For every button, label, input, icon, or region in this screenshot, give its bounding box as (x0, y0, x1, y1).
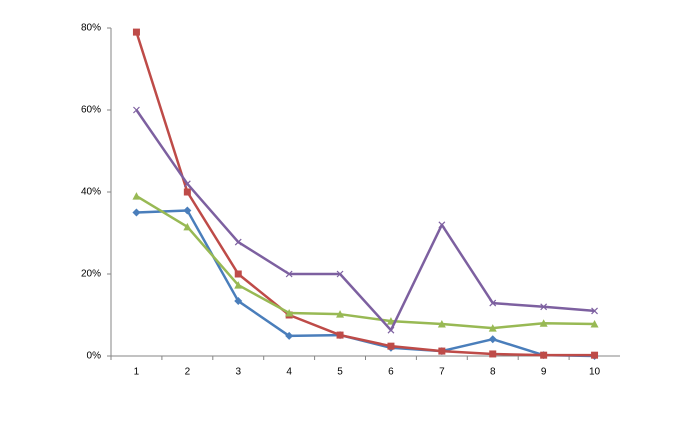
x-tick-label: 4 (286, 367, 292, 378)
marker (438, 347, 446, 355)
x-tick-label: 6 (388, 367, 394, 378)
series-line (135, 195, 595, 330)
x-tick-label: 3 (235, 367, 241, 378)
marker (183, 180, 191, 188)
marker (285, 308, 294, 317)
marker (387, 326, 395, 334)
marker (540, 351, 548, 359)
marker (234, 281, 243, 289)
marker (488, 324, 497, 332)
marker (132, 28, 140, 36)
marker (488, 335, 497, 344)
marker (132, 192, 141, 200)
x-tick-label: 7 (439, 367, 445, 378)
x-tick-label: 5 (337, 367, 343, 378)
marker (133, 106, 140, 114)
marker (183, 188, 191, 196)
marker (285, 331, 294, 340)
marker (234, 270, 242, 278)
marker (234, 238, 242, 246)
marker (336, 331, 344, 339)
marker (336, 270, 344, 278)
marker (438, 221, 446, 229)
y-tick-label: 20% (81, 269, 101, 280)
y-tick-label: 60% (81, 105, 101, 116)
series-line (136, 209, 595, 358)
marker (489, 350, 497, 358)
marker (591, 307, 598, 315)
marker (437, 320, 446, 328)
x-tick-label: 2 (185, 367, 191, 378)
series-line (135, 109, 595, 332)
marker (539, 319, 548, 327)
y-tick-label: 80% (81, 23, 101, 34)
series-line (135, 31, 595, 357)
y-tick-label: 40% (81, 187, 101, 198)
marker (387, 342, 395, 350)
x-tick-label: 9 (541, 367, 547, 378)
marker (183, 206, 192, 215)
x-tick-label: 10 (589, 367, 601, 378)
marker (386, 317, 395, 325)
marker (489, 299, 497, 307)
marker (590, 320, 599, 328)
marker (336, 310, 345, 318)
marker (183, 222, 192, 231)
x-tick-label: 1 (134, 367, 140, 378)
marker (132, 208, 141, 217)
y-tick-label: 0% (87, 351, 102, 362)
marker (591, 351, 599, 359)
marker (540, 303, 548, 311)
marker (285, 270, 293, 278)
x-tick-label: 8 (490, 367, 496, 378)
marker (234, 297, 243, 306)
